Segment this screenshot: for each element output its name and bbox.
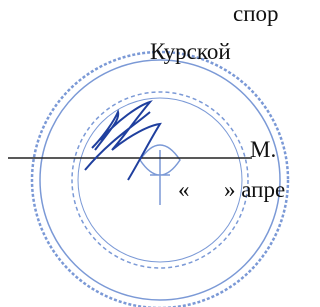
text-line: М. <box>250 138 276 161</box>
document-page: спор Курской М. « » апре <box>0 0 303 307</box>
signature <box>85 102 160 180</box>
text-line: спор <box>233 2 279 25</box>
text-line: « <box>178 178 190 201</box>
text-line: » апре <box>224 178 285 201</box>
text-line: Курской <box>150 40 231 63</box>
